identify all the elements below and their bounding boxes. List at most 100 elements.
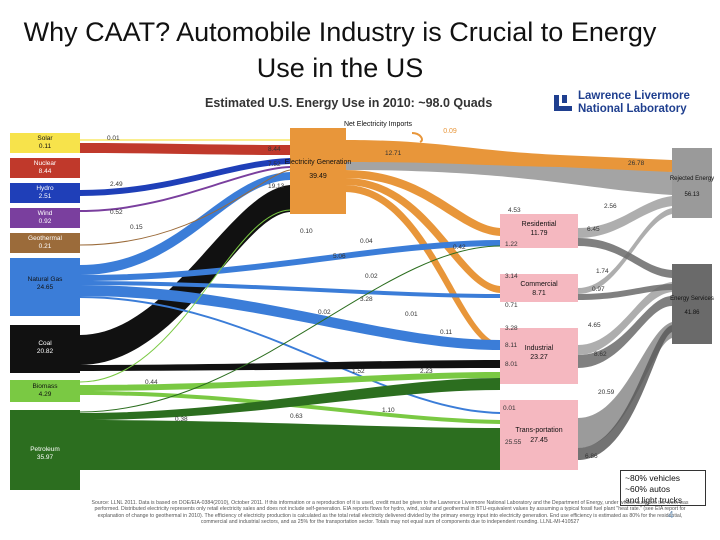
source-petroleum: Petroleum 35.97 bbox=[10, 446, 80, 461]
llnl-logo-icon bbox=[552, 92, 574, 114]
flow-value: 12.71 bbox=[385, 150, 402, 157]
flow-value: 19.13 bbox=[268, 183, 285, 190]
flow-residential-services bbox=[578, 238, 672, 278]
transport-note: ~80% vehicles ~60% autos and light truck… bbox=[620, 470, 706, 506]
node-services-label: Energy Services bbox=[670, 296, 714, 302]
source-hydro: Hydro 2.51 bbox=[10, 185, 80, 200]
source-footnote: Source: LLNL 2011. Data is based on DOE/… bbox=[91, 500, 689, 525]
note-line: ~80% vehicles bbox=[625, 473, 681, 483]
flow-net-imports bbox=[411, 132, 423, 143]
node-services bbox=[672, 264, 712, 344]
source-coal: Coal 20.82 bbox=[10, 340, 80, 355]
flow-value: 0.42 bbox=[453, 244, 466, 251]
flow-value: 25.55 bbox=[505, 439, 522, 446]
flow-value: 0.97 bbox=[592, 286, 605, 293]
flow-value: 0.02 bbox=[365, 273, 378, 280]
source-geothermal-box bbox=[10, 233, 80, 253]
node-net-imports-label: Net Electricity Imports bbox=[344, 121, 413, 128]
source-coal-name: Coal bbox=[38, 340, 52, 347]
flow-transport-rejected bbox=[578, 322, 672, 448]
flow-value: 3.28 bbox=[505, 325, 518, 332]
flow-transport-services bbox=[578, 325, 672, 460]
flow-value: 0.11 bbox=[440, 329, 453, 336]
node-transportation bbox=[500, 400, 578, 470]
source-petroleum-box bbox=[10, 410, 80, 490]
flow-value: 7.52 bbox=[268, 161, 281, 168]
source-solar-value: 0.11 bbox=[38, 142, 52, 150]
flow-wind-electricity bbox=[80, 166, 290, 212]
source-wind-box bbox=[10, 208, 80, 228]
flow-petroleum-transport bbox=[80, 420, 500, 470]
source-petroleum-name: Petroleum bbox=[30, 446, 60, 453]
source-hydro-box bbox=[10, 183, 80, 203]
flow-value: 3.14 bbox=[505, 273, 518, 280]
flow-commercial-rejected bbox=[578, 208, 672, 294]
flow-petroleum-residential bbox=[79, 245, 501, 413]
flow-electricity-rejected bbox=[345, 140, 672, 172]
flow-natgas-electricity bbox=[80, 172, 290, 275]
node-transportation-value: 27.45 bbox=[530, 437, 548, 444]
flow-value: 8.62 bbox=[594, 351, 607, 358]
flow-industrial-services bbox=[578, 296, 672, 368]
logo-text-line2: National Laboratory bbox=[578, 103, 687, 115]
node-residential bbox=[500, 214, 578, 248]
node-services-value: 41.86 bbox=[684, 310, 700, 316]
flow-value: 8.01 bbox=[505, 361, 518, 368]
source-nuclear-value: 8.44 bbox=[38, 167, 52, 175]
source-solar-box bbox=[10, 133, 80, 153]
source-geothermal-value: 0.21 bbox=[38, 242, 52, 250]
flow-natgas-residential bbox=[80, 240, 500, 281]
flow-value: 0.01 bbox=[503, 405, 516, 412]
flow-value: 6.86 bbox=[585, 453, 598, 460]
flow-value: 2.56 bbox=[604, 203, 617, 210]
flow-natgas-industrial bbox=[80, 285, 500, 350]
flow-value: 0.15 bbox=[130, 224, 143, 231]
source-nuclear-name: Nuclear bbox=[33, 160, 57, 167]
source-solar-name: Solar bbox=[37, 135, 53, 142]
node-electricity bbox=[290, 128, 346, 214]
node-rejected-value: 56.13 bbox=[684, 192, 700, 198]
source-natural-gas-name: Natural Gas bbox=[27, 276, 63, 283]
source-biomass-name: Biomass bbox=[32, 383, 58, 390]
flow-hydro-electricity bbox=[80, 158, 290, 196]
flow-value: 0.01 bbox=[107, 135, 120, 142]
flow-biomass-industrial bbox=[80, 372, 500, 391]
flow-value: 1.52 bbox=[352, 368, 365, 375]
note-line: ~60% autos bbox=[625, 484, 671, 494]
source-coal-value: 20.82 bbox=[36, 347, 54, 355]
flow-electricity-industrial bbox=[345, 185, 500, 349]
page-number: 4 bbox=[668, 510, 674, 521]
flow-biomass-transport bbox=[80, 391, 500, 424]
source-petroleum-value: 35.97 bbox=[36, 453, 54, 461]
flow-biomass-electricity bbox=[79, 209, 291, 383]
source-geothermal: Geothermal 0.21 bbox=[10, 235, 80, 250]
flow-industrial-rejected bbox=[578, 282, 672, 355]
slide-title: Why CAAT? Automobile Industry is Crucial… bbox=[23, 17, 657, 83]
source-geothermal-name: Geothermal bbox=[28, 235, 62, 242]
flow-value: 6.45 bbox=[587, 226, 600, 233]
node-electricity-value: 39.49 bbox=[309, 173, 327, 180]
node-rejected bbox=[672, 148, 712, 218]
node-industrial-label: Industrial bbox=[525, 345, 554, 352]
source-wind: Wind 0.92 bbox=[10, 210, 80, 225]
source-nuclear-box bbox=[10, 158, 80, 178]
node-electricity-label: Electricity Generation bbox=[285, 159, 352, 166]
source-biomass: Biomass 4.29 bbox=[10, 383, 80, 398]
diagram-title: Estimated U.S. Energy Use in 2010: ~98.0… bbox=[205, 96, 493, 110]
flow-value: 8.11 bbox=[505, 342, 518, 349]
node-commercial-label: Commercial bbox=[520, 281, 558, 288]
node-commercial-value: 8.71 bbox=[532, 290, 546, 297]
flow-value: 2.49 bbox=[110, 181, 123, 188]
flow-value: 3.28 bbox=[360, 296, 373, 303]
flow-petroleum-industrial bbox=[80, 378, 500, 420]
flow-commercial-services bbox=[578, 284, 672, 300]
flow-value: 0.04 bbox=[360, 238, 373, 245]
flow-value: 5.06 bbox=[333, 253, 346, 260]
flow-value: 0.63 bbox=[290, 413, 303, 420]
source-solar: Solar 0.11 bbox=[10, 135, 80, 150]
flow-value: 0.10 bbox=[300, 228, 313, 235]
source-hydro-value: 2.51 bbox=[38, 192, 52, 200]
flow-value: 2.23 bbox=[420, 368, 433, 375]
flow-value: 0.44 bbox=[145, 379, 158, 386]
